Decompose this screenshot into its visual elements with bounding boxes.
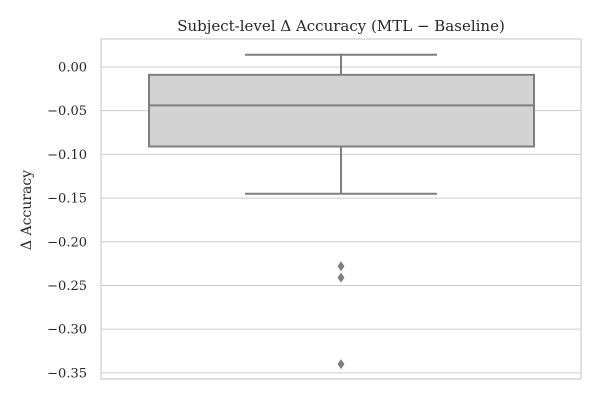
plot-frame (100, 38, 582, 380)
y-tick-label: −0.35 (47, 366, 87, 381)
y-tick-label: −0.25 (47, 279, 87, 294)
box-group (148, 53, 535, 370)
interquartile-box (148, 73, 535, 148)
outlier-point (337, 359, 345, 370)
y-tick-label: −0.30 (47, 323, 87, 338)
y-tick-label: 0.00 (58, 60, 87, 75)
outlier-point (337, 261, 345, 272)
outlier-point (337, 272, 345, 283)
y-tick-label: −0.10 (47, 148, 87, 163)
y-tick-label: −0.05 (47, 104, 87, 119)
y-axis-label: Δ Accuracy (19, 170, 35, 250)
y-tick-labels: 0.00 −0.05 −0.10 −0.15 −0.20 −0.25 −0.30 −0.35 (47, 60, 87, 381)
y-tick-label: −0.15 (47, 192, 87, 207)
chart-title: Subject-level Δ Accuracy (MTL − Baseline… (177, 17, 505, 35)
y-tick-label: −0.20 (47, 235, 87, 250)
